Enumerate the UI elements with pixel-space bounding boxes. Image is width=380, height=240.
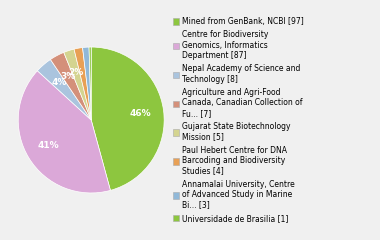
Wedge shape <box>82 47 91 120</box>
Wedge shape <box>64 49 91 120</box>
Text: 3%: 3% <box>60 72 76 81</box>
Wedge shape <box>89 47 91 120</box>
Legend: Mined from GenBank, NCBI [97], Centre for Biodiversity
Genomics, Informatics
Dep: Mined from GenBank, NCBI [97], Centre fo… <box>173 17 304 223</box>
Wedge shape <box>51 52 91 120</box>
Text: 2%: 2% <box>68 68 84 77</box>
Wedge shape <box>91 47 164 190</box>
Text: 46%: 46% <box>130 109 151 118</box>
Wedge shape <box>18 71 111 193</box>
Text: 41%: 41% <box>38 141 60 150</box>
Wedge shape <box>37 60 91 120</box>
Text: 4%: 4% <box>51 78 66 87</box>
Wedge shape <box>74 48 91 120</box>
